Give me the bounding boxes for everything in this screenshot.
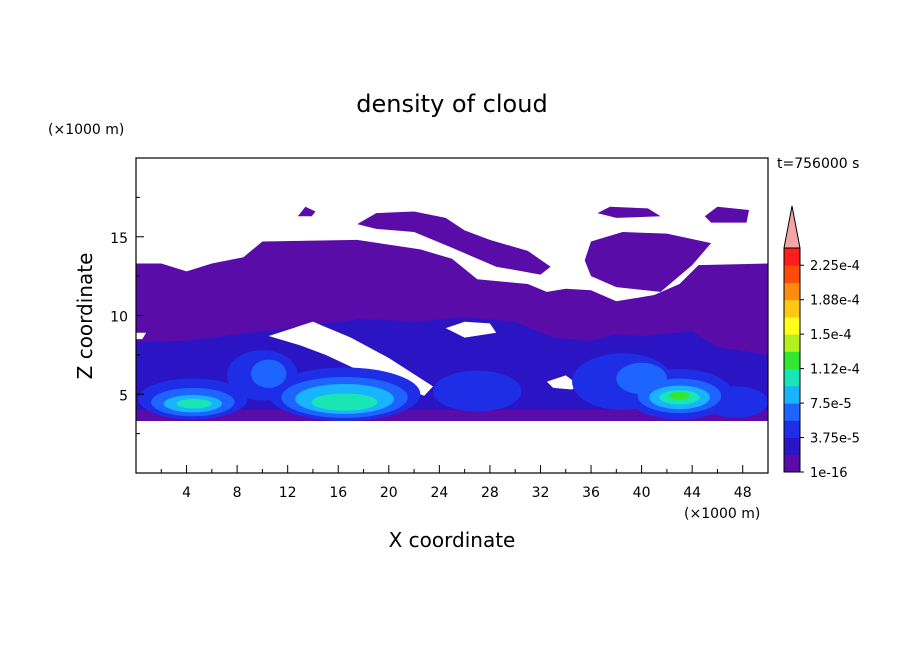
colorbar-swatch <box>784 334 800 352</box>
x-tick-label: 20 <box>380 485 398 501</box>
x-axis: 4 8 12 16 20 24 28 32 36 40 44 48 <box>160 465 752 501</box>
cloud-patch <box>357 211 551 275</box>
colorbar-swatch <box>784 420 800 439</box>
time-label: t=756000 s <box>777 156 859 172</box>
y-axis-label: Z coordinate <box>73 253 97 380</box>
contour-field <box>136 206 768 422</box>
colorbar-swatch <box>784 316 800 335</box>
x-tick-label: 48 <box>734 485 752 501</box>
cloud-patch <box>597 206 661 218</box>
y-unit-label: (×1000 m) <box>48 122 124 138</box>
x-tick-label: 36 <box>582 485 600 501</box>
colorbar-label: 1.12e-4 <box>810 363 860 378</box>
colorbar-swatch <box>784 248 800 266</box>
x-tick-label: 16 <box>329 485 347 501</box>
colorbar-label: 2.25e-4 <box>810 259 860 274</box>
colorbar-swatch <box>784 265 800 283</box>
colorbar: 1e-16 3.75e-5 7.5e-5 1.12e-4 1.5e-4 1.88e-4 2.… <box>783 205 860 481</box>
cloud-cell <box>251 359 287 388</box>
colorbar-label: 3.75e-5 <box>810 432 860 447</box>
colorbar-swatch <box>784 403 800 421</box>
y-tick-label: 15 <box>110 231 128 247</box>
x-tick-label: 32 <box>532 485 550 501</box>
y-axis: 5 10 15 <box>110 196 144 435</box>
colorbar-swatch <box>784 351 800 370</box>
colorbar-frame <box>783 247 801 473</box>
colorbar-swatch <box>784 299 800 318</box>
colorbar-swatch <box>784 437 800 456</box>
cloud-core <box>311 393 378 411</box>
colorbar-label: 1.88e-4 <box>810 294 860 309</box>
colorbar-swatch <box>784 368 800 387</box>
colorbar-swatch <box>784 282 800 301</box>
colorbar-swatch <box>784 454 800 473</box>
y-tick-label: 5 <box>119 388 128 404</box>
colorbar-label: 1e-16 <box>810 466 848 481</box>
x-axis-label: X coordinate <box>389 528 516 552</box>
cloud-patch <box>297 206 316 217</box>
x-tick-label: 24 <box>430 485 448 501</box>
cloud-patch <box>584 232 712 292</box>
colorbar-label: 7.5e-5 <box>810 397 852 412</box>
x-tick-label: 4 <box>182 485 191 501</box>
x-tick-label: 44 <box>683 485 701 501</box>
x-tick-label: 28 <box>481 485 499 501</box>
x-unit-label: (×1000 m) <box>684 506 760 522</box>
chart-title: density of cloud <box>356 90 547 118</box>
clear-gap <box>445 321 497 338</box>
colorbar-swatch <box>784 385 800 404</box>
cloud-patch <box>704 206 749 223</box>
colorbar-extend-arrow <box>783 205 801 249</box>
x-tick-label: 40 <box>633 485 651 501</box>
cloud-cell <box>433 370 522 412</box>
x-tick-label: 12 <box>279 485 297 501</box>
clear-gap <box>546 375 579 390</box>
cloud-core-max <box>669 391 690 400</box>
y-tick-label: 10 <box>110 310 128 326</box>
x-tick-label: 8 <box>233 485 242 501</box>
cloud-core <box>176 398 212 409</box>
colorbar-label: 1.5e-4 <box>810 328 852 343</box>
clear-gap <box>136 332 147 340</box>
